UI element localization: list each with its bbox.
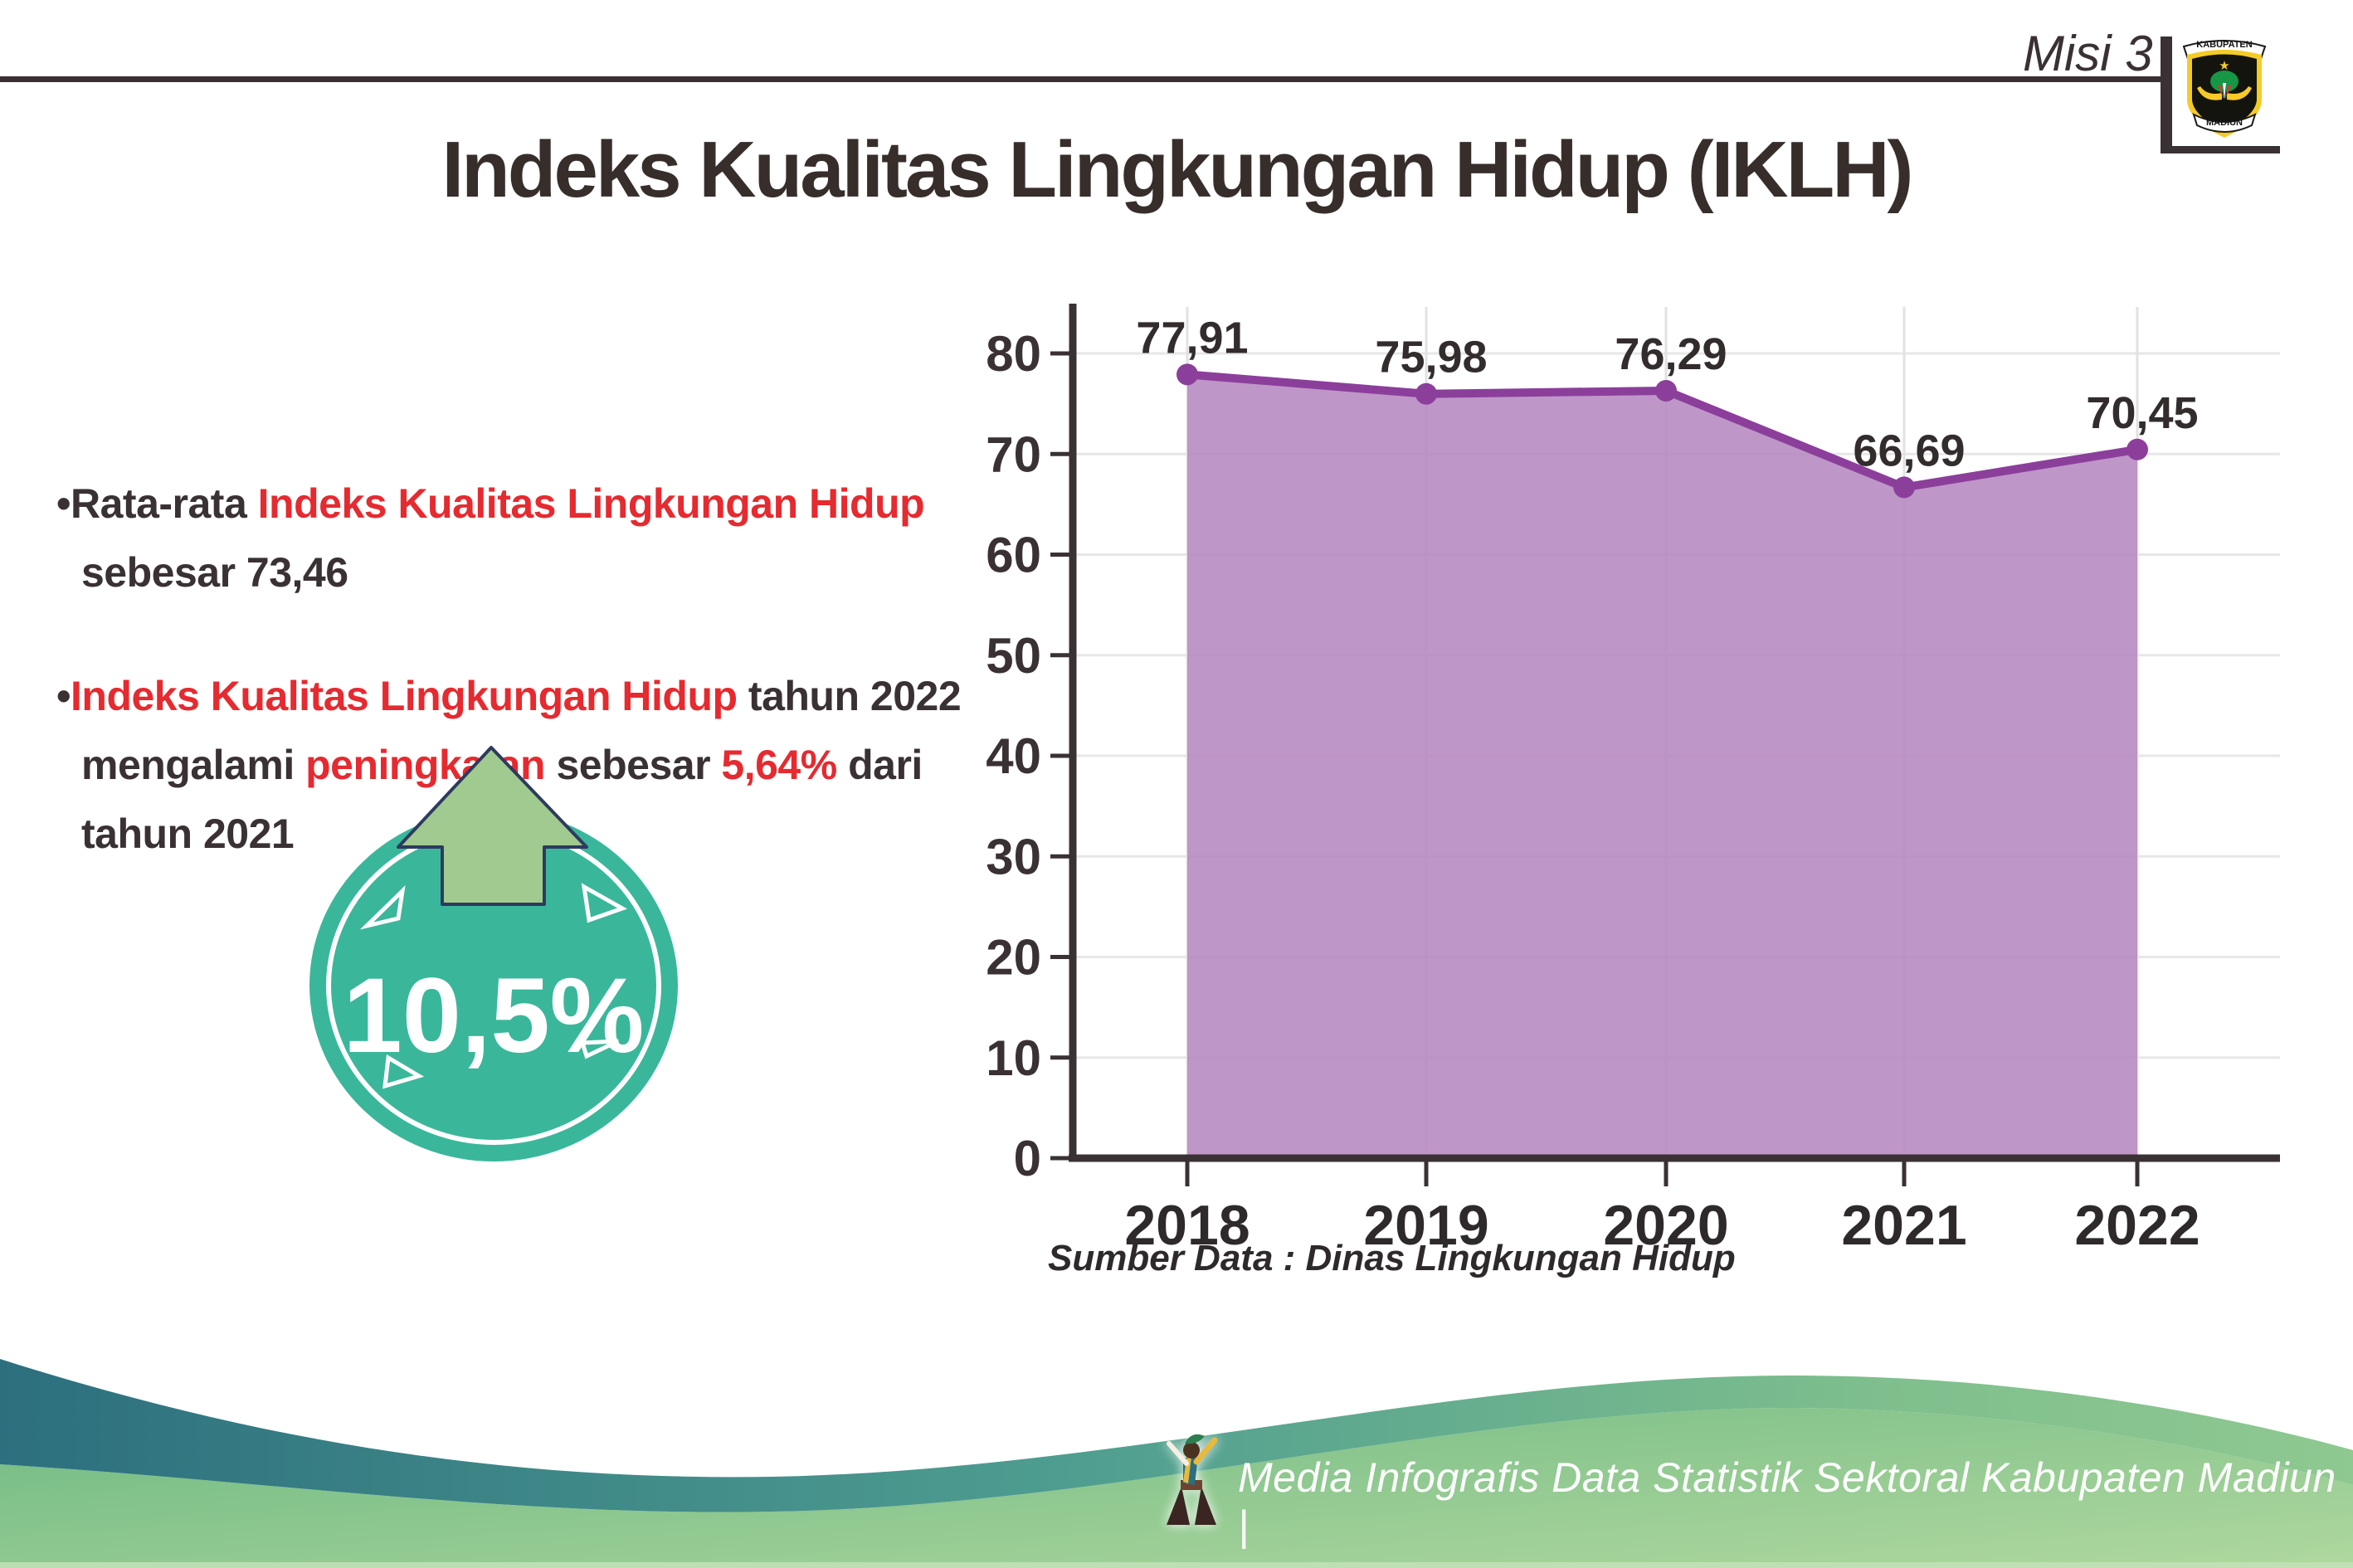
iklh-area-chart: 0 10 20 30 40 50 60 70 80 2018 2019 2020 2021 2022 77,…: [986, 304, 2280, 1257]
crest-top-banner-text: KABUPATEN: [2196, 40, 2252, 50]
value-label: 66,69: [1853, 426, 1965, 475]
bullet-marker: •: [56, 673, 71, 719]
bullet1-line1: •Rata-rata Indeks Kualitas Lingkungan Hi…: [56, 470, 1019, 538]
x-tick-label: 2022: [2074, 1194, 2200, 1257]
footer-credit: Media Infografis Data Statistik Sektoral…: [1238, 1454, 2336, 1549]
bullet2-line2-mid: sebesar: [545, 742, 722, 788]
value-label: 75,98: [1375, 333, 1487, 382]
value-label: 77,91: [1136, 313, 1248, 363]
source-note: Sumber Data : Dinas Lingkungan Hidup: [1048, 1238, 1736, 1278]
badge-value: 10,5%: [343, 957, 645, 1075]
data-point: [2126, 438, 2148, 460]
badge-accent-triangle-ne: [581, 883, 628, 923]
y-tick-label: 10: [986, 1030, 1041, 1086]
y-tick-label: 30: [986, 829, 1041, 884]
y-tick-label: 80: [986, 326, 1041, 382]
page-title: Indeks Kualitas Lingkungan Hidup (IKLH): [441, 125, 1913, 214]
bullet1-highlight: Indeks Kualitas Lingkungan Hidup: [257, 480, 925, 527]
crest-bottom-banner-text: MADIUN: [2206, 118, 2243, 128]
footer-teal-band: [0, 1359, 2353, 1512]
data-point: [1176, 363, 1198, 386]
x-tick-label: 2019: [1363, 1194, 1488, 1257]
bullet2-line3: tahun 2021: [81, 811, 295, 857]
bullet2-after-highlight: tahun 2022: [737, 673, 962, 719]
data-point: [1415, 382, 1437, 405]
y-tick-label: 70: [986, 426, 1041, 482]
bullet2-line2-post: dari: [836, 742, 923, 788]
badge-accent-triangle-nw: [359, 884, 406, 930]
value-label: 70,45: [2086, 388, 2198, 438]
bullet2-line2-pre: mengalami: [81, 742, 306, 788]
up-arrow-icon: [397, 746, 588, 906]
crest-star: ★: [2219, 59, 2229, 73]
data-point: [1655, 379, 1677, 402]
y-tick-label: 0: [1014, 1131, 1041, 1186]
x-tick-label: 2021: [1841, 1194, 1966, 1257]
area-fill: [1187, 374, 2137, 1156]
bullet-marker: •: [56, 480, 71, 527]
increase-percentage-badge: 10,5%: [309, 746, 678, 1161]
bullet1-prefix: Rata-rata: [71, 480, 258, 527]
logo-frame-horizontal: [2161, 146, 2280, 153]
footer-light-green-area: [0, 1408, 2353, 1568]
bullet2-line1: •Indeks Kualitas Lingkungan Hidup tahun …: [56, 662, 1019, 731]
header-rule: [0, 76, 2161, 82]
badge-accent-triangle-sw: [382, 1054, 425, 1089]
badge-accent-triangle-se: [579, 1039, 620, 1059]
bullet-average-iklh: •Rata-rata Indeks Kualitas Lingkungan Hi…: [56, 470, 1019, 607]
misi-label: Misi 3: [2023, 26, 2153, 81]
footer-bottom-strip: [0, 1562, 2353, 1568]
y-tick-label: 20: [986, 930, 1041, 986]
statistics-mascot-icon: [1167, 1434, 1218, 1525]
bullet2-percent-highlight: 5,64%: [721, 742, 837, 788]
x-tick-label: 2020: [1603, 1194, 1728, 1257]
y-tick-label: 60: [986, 528, 1041, 583]
bullet2-highlight1: Indeks Kualitas Lingkungan Hidup: [71, 673, 738, 719]
y-tick-label: 50: [986, 628, 1041, 684]
bullet1-line2: sebesar 73,46: [81, 549, 348, 596]
footer-wave: [0, 1359, 2353, 1568]
x-tick-label: 2018: [1124, 1194, 1250, 1257]
kabupaten-madiun-crest-icon: ★ KABUPATEN MADIUN: [2182, 40, 2267, 138]
logo-frame-vertical: [2161, 37, 2172, 153]
y-tick-label: 40: [986, 728, 1041, 784]
value-label: 76,29: [1615, 329, 1727, 379]
data-point: [1893, 476, 1915, 499]
